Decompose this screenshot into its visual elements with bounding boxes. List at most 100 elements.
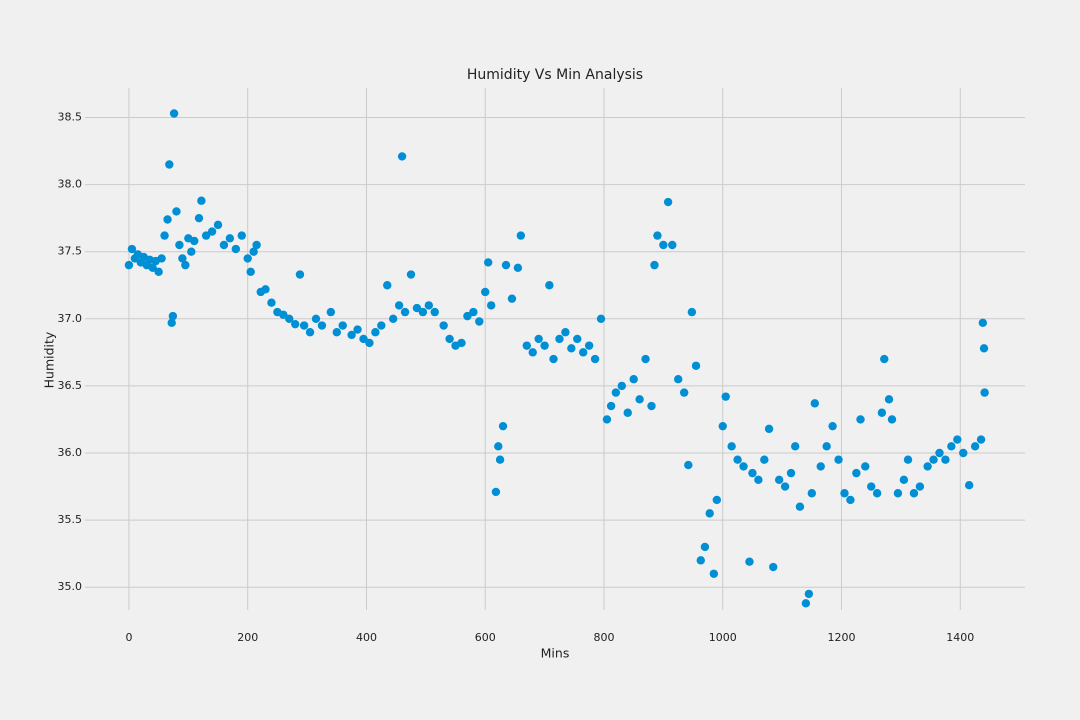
point xyxy=(584,341,594,350)
point xyxy=(237,231,246,240)
point xyxy=(941,455,950,464)
point xyxy=(679,388,689,397)
point xyxy=(332,328,341,337)
point xyxy=(549,354,558,364)
point xyxy=(606,401,616,411)
y-tick-label: 36.5 xyxy=(58,379,83,392)
point xyxy=(807,489,817,498)
point xyxy=(279,310,288,319)
point xyxy=(828,421,837,431)
point xyxy=(659,240,668,250)
point xyxy=(786,468,796,478)
point xyxy=(475,317,484,326)
point xyxy=(596,314,606,324)
point xyxy=(167,318,176,328)
point xyxy=(795,502,805,511)
point xyxy=(377,321,386,330)
point xyxy=(816,462,825,471)
point xyxy=(311,314,321,324)
point xyxy=(540,341,549,350)
point xyxy=(165,160,174,169)
point xyxy=(501,260,511,270)
point xyxy=(769,562,778,572)
point xyxy=(561,328,570,337)
point xyxy=(469,307,478,317)
point xyxy=(291,319,300,329)
point xyxy=(412,303,422,313)
point xyxy=(617,381,627,391)
point xyxy=(181,260,190,270)
point xyxy=(641,354,650,364)
point xyxy=(305,328,315,337)
point xyxy=(764,424,774,434)
point xyxy=(780,482,790,491)
y-tick-label: 36.0 xyxy=(58,446,83,459)
x-tick-label: 800 xyxy=(593,631,614,644)
point xyxy=(285,314,294,324)
x-axis-label: Mins xyxy=(541,646,570,661)
point xyxy=(691,361,701,370)
point xyxy=(365,338,374,348)
point xyxy=(684,460,693,470)
point xyxy=(168,311,178,321)
point xyxy=(579,348,588,357)
y-tick-label: 38.0 xyxy=(58,178,83,191)
point xyxy=(457,338,466,348)
y-tick-label: 37.5 xyxy=(58,245,83,258)
point xyxy=(486,301,496,310)
x-tick-label: 1200 xyxy=(828,631,856,644)
point xyxy=(884,395,894,404)
point xyxy=(893,489,903,498)
point xyxy=(635,395,644,404)
y-tick-label: 35.0 xyxy=(58,580,83,593)
point xyxy=(705,509,714,518)
point xyxy=(175,240,184,250)
point xyxy=(980,388,989,397)
point xyxy=(739,462,748,471)
point xyxy=(647,401,656,411)
point xyxy=(953,435,962,444)
point xyxy=(840,489,849,498)
point xyxy=(261,285,270,294)
point xyxy=(611,388,621,397)
point xyxy=(964,481,974,490)
point xyxy=(745,557,754,566)
point xyxy=(124,260,134,270)
point xyxy=(522,341,531,350)
point xyxy=(513,263,523,273)
point xyxy=(712,495,722,505)
x-tick-label: 400 xyxy=(356,631,377,644)
point xyxy=(397,152,407,161)
x-tick-label: 0 xyxy=(125,631,132,644)
point xyxy=(495,455,505,464)
point xyxy=(317,321,327,330)
point xyxy=(810,399,819,408)
point xyxy=(347,330,356,340)
point xyxy=(760,455,769,464)
point xyxy=(947,442,956,451)
grid xyxy=(85,88,1025,610)
point xyxy=(219,240,229,250)
point xyxy=(709,569,719,578)
point xyxy=(801,599,811,608)
point xyxy=(383,281,392,290)
point xyxy=(163,215,172,224)
point xyxy=(267,298,276,307)
x-tick-label: 600 xyxy=(475,631,496,644)
point xyxy=(978,318,988,328)
point xyxy=(394,301,404,310)
y-tick-label: 35.5 xyxy=(58,513,83,526)
point xyxy=(979,344,989,353)
point xyxy=(653,231,662,240)
point xyxy=(545,281,554,290)
point xyxy=(718,421,727,431)
point xyxy=(178,254,187,263)
point xyxy=(822,442,831,451)
point xyxy=(903,455,913,464)
point xyxy=(187,247,196,256)
point xyxy=(406,270,416,279)
point xyxy=(516,231,526,240)
point xyxy=(877,408,887,417)
point xyxy=(887,415,897,424)
